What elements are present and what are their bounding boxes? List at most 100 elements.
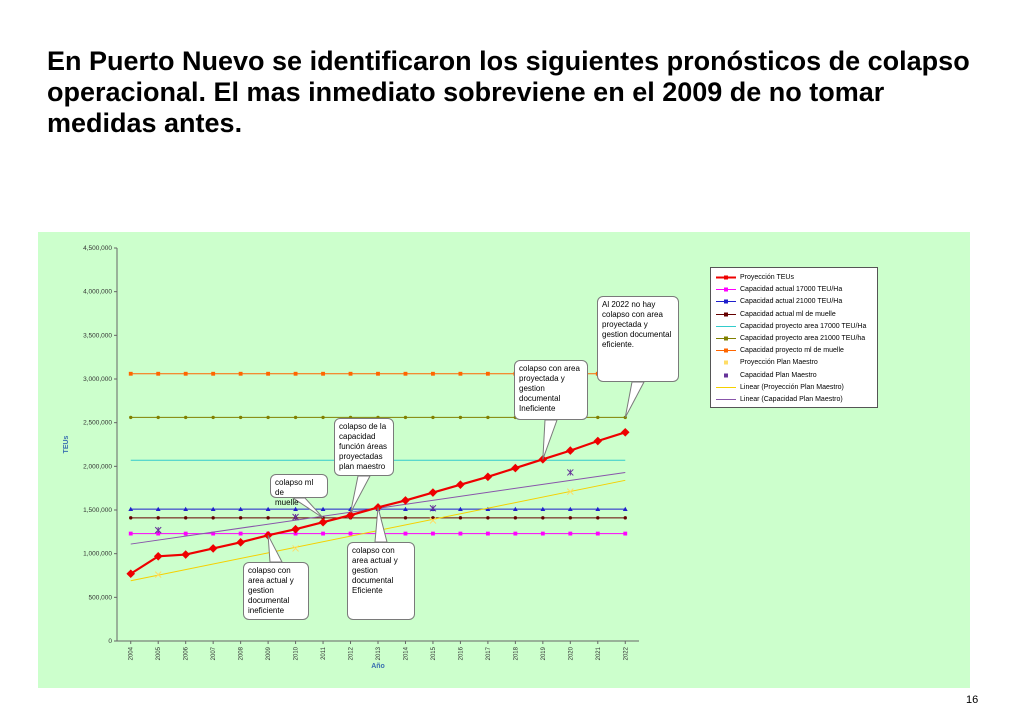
data-point-capacidad-plan-maestro: [154, 526, 162, 534]
legend-swatch-marker: [724, 348, 728, 353]
y-tick-label: 1,000,000: [83, 551, 112, 558]
legend-item: Capacidad Plan Maestro: [715, 370, 877, 381]
y-tick-label: 2,000,000: [83, 463, 112, 470]
y-tick-label: 2,500,000: [83, 420, 112, 427]
data-point-capacidad-actual-21000-teu-ha: [265, 506, 271, 512]
data-point-capacidad-actual-ml-de-muelle: [211, 516, 215, 520]
data-point-capacidad-actual-ml-de-muelle: [403, 516, 408, 520]
x-tick-label: 2020: [568, 646, 574, 660]
legend-swatch-marker: [724, 275, 728, 280]
data-point-capacidad-actual-21000-teu-ha: [293, 506, 298, 512]
callout-pointer: [624, 381, 645, 418]
legend-item: Capacidad actual ml de muelle: [715, 309, 877, 320]
annotation-callout: colapso de la capacidad función áreas pr…: [334, 418, 394, 476]
legend-item: Capacidad actual 17000 TEU/Ha: [715, 284, 877, 295]
data-point-capacidad-actual-21000-teu-ha: [155, 506, 161, 512]
legend-swatch: [716, 348, 736, 353]
x-tick-label: 2019: [541, 646, 547, 660]
data-point-capacidad-actual-ml-de-muelle: [458, 516, 463, 520]
x-tick-label: 2018: [513, 646, 519, 660]
data-point-capacidad-proyecto-ml-de-muelle: [293, 371, 298, 376]
data-point-capacidad-actual-17000-teu-ha: [568, 531, 573, 536]
data-point-capacidad-actual-ml-de-muelle: [568, 516, 572, 520]
data-point-capacidad-proyecto-area-21000-teu-ha: [129, 415, 133, 420]
x-tick-label: 2012: [349, 646, 355, 660]
legend-label: Capacidad actual 21000 TEU/Ha: [740, 298, 843, 306]
data-point-capacidad-proyecto-area-21000-teu-ha: [211, 415, 215, 420]
data-point-capacidad-actual-21000-teu-ha: [485, 506, 491, 512]
data-point-proyecci-n-plan-maestro: [566, 488, 574, 496]
legend-swatch-marker: [724, 287, 728, 292]
data-point-capacidad-proyecto-ml-de-muelle: [321, 371, 325, 376]
page-number: 16: [966, 694, 979, 706]
data-point-capacidad-plan-maestro: [429, 504, 437, 512]
legend-label: Capacidad Plan Maestro: [740, 371, 817, 379]
legend-label: Capacidad actual 17000 TEU/Ha: [740, 286, 843, 294]
marker-stroke: [154, 571, 162, 578]
y-tick-label: 4,000,000: [83, 289, 112, 296]
data-point-proyecci-n-teus: [208, 544, 218, 553]
data-point-capacidad-actual-ml-de-muelle: [266, 516, 270, 520]
data-point-capacidad-proyecto-ml-de-muelle: [128, 371, 133, 376]
data-point-capacidad-actual-17000-teu-ha: [431, 531, 435, 536]
data-point-capacidad-proyecto-area-21000-teu-ha: [156, 415, 160, 420]
legend-swatch-marker: [724, 312, 728, 317]
data-point-capacidad-proyecto-area-21000-teu-ha: [266, 415, 270, 420]
y-tick-label: 3,500,000: [83, 332, 112, 339]
callout-pointer: [374, 507, 388, 543]
data-point-capacidad-actual-ml-de-muelle: [156, 516, 160, 520]
data-point-proyecci-n-teus: [318, 517, 328, 527]
data-point-capacidad-actual-17000-teu-ha: [128, 531, 133, 536]
data-point-proyecci-n-teus: [428, 488, 438, 497]
data-point-proyecci-n-teus: [153, 551, 163, 561]
data-point-capacidad-actual-ml-de-muelle: [184, 516, 188, 520]
data-point-proyecci-n-plan-maestro: [292, 545, 299, 552]
x-tick-label: 2011: [321, 646, 327, 660]
data-point-capacidad-proyecto-area-21000-teu-ha: [403, 415, 408, 420]
data-point-capacidad-actual-17000-teu-ha: [513, 531, 518, 536]
x-tick-label: 2017: [486, 646, 492, 660]
legend-swatch: [716, 299, 736, 304]
chart-legend: Proyección TEUs Capacidad actual 17000 TE…: [710, 267, 878, 408]
x-tick-label: 2014: [403, 646, 409, 660]
y-tick-label: 0: [108, 638, 112, 645]
data-point-capacidad-actual-21000-teu-ha: [458, 506, 463, 512]
data-point-capacidad-proyecto-ml-de-muelle: [403, 371, 408, 376]
x-tick-label: 2010: [294, 646, 300, 660]
callout-pointer: [291, 497, 324, 519]
x-tick-label: 2005: [156, 646, 162, 660]
data-point-proyecci-n-teus: [236, 538, 245, 547]
data-point-capacidad-proyecto-area-21000-teu-ha: [486, 415, 490, 420]
data-point-capacidad-proyecto-area-21000-teu-ha: [431, 415, 435, 420]
y-tick-label: 500,000: [89, 594, 113, 601]
data-point-proyecci-n-teus: [456, 480, 465, 489]
annotation-callout: colapso con area proyectada y gestion do…: [514, 360, 588, 420]
data-point-capacidad-proyecto-ml-de-muelle: [376, 371, 380, 376]
callout-pointer: [350, 475, 371, 513]
data-point-capacidad-actual-17000-teu-ha: [595, 531, 600, 536]
legend-label: Capacidad proyecto ml de muelle: [740, 347, 844, 355]
x-tick-label: 2016: [458, 646, 464, 660]
x-axis-title: Año: [371, 663, 385, 670]
data-point-proyecci-n-teus: [401, 496, 410, 505]
legend-label: Capacidad proyecto area 21000 TEU/ha: [740, 335, 866, 342]
legend-label: Linear (Proyección Plan Maestro): [740, 383, 844, 391]
data-point-capacidad-actual-ml-de-muelle: [596, 516, 600, 520]
data-point-capacidad-actual-ml-de-muelle: [541, 516, 545, 520]
data-point-capacidad-actual-21000-teu-ha: [622, 506, 628, 512]
legend-swatch: [716, 386, 736, 388]
legend-swatch: [716, 325, 736, 327]
y-axis-title: TEUs: [63, 435, 70, 453]
data-point-capacidad-actual-ml-de-muelle: [486, 516, 490, 520]
data-point-proyecci-n-teus: [346, 510, 355, 520]
data-point-capacidad-actual-17000-teu-ha: [458, 531, 463, 536]
x-tick-label: 2007: [211, 646, 217, 660]
y-tick-label: 4,500,000: [83, 245, 112, 252]
legend-swatch-marker: [724, 360, 728, 365]
data-point-capacidad-actual-17000-teu-ha: [321, 531, 325, 536]
annotation-callout: Al 2022 no hay colapso con area proyecta…: [597, 296, 679, 382]
data-point-capacidad-actual-17000-teu-ha: [156, 531, 161, 536]
data-point-capacidad-actual-17000-teu-ha: [485, 531, 490, 536]
data-point-capacidad-actual-21000-teu-ha: [595, 506, 601, 512]
annotation-callout: colapso con area actual y gestion docume…: [243, 562, 309, 620]
